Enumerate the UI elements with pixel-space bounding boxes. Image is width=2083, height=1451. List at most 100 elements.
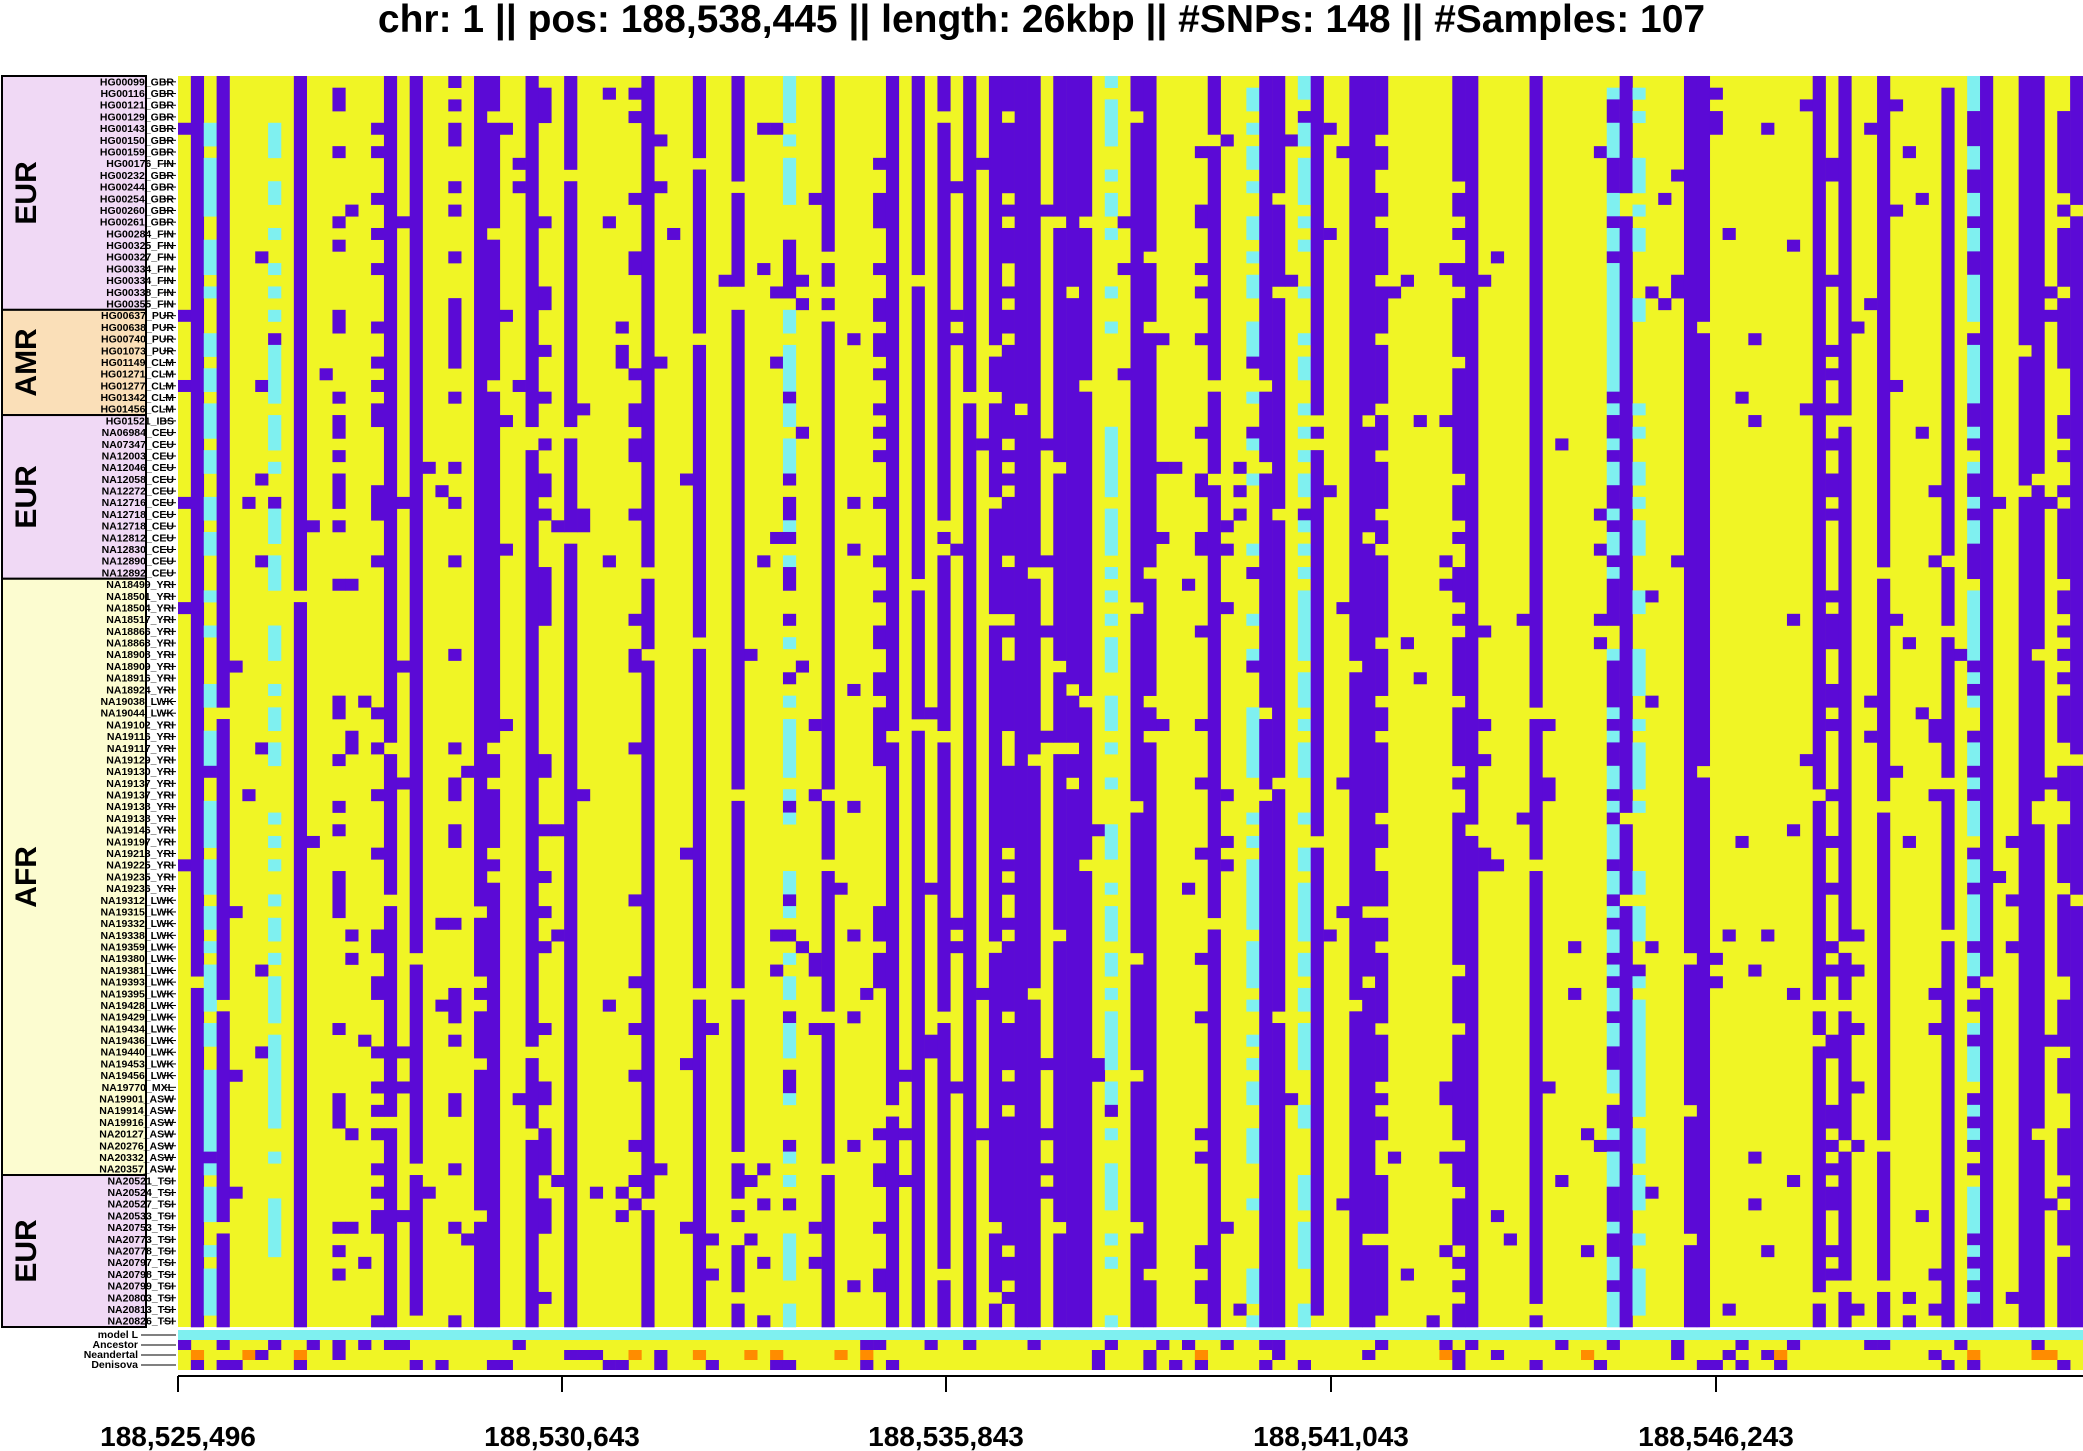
genotype-cell xyxy=(371,403,385,428)
genotype-cell xyxy=(1375,824,1389,848)
genotype-cell xyxy=(1452,368,1466,474)
genotype-cell xyxy=(1452,485,1466,521)
sample-label: NA20798_TSI xyxy=(107,1269,174,1281)
genotype-cell xyxy=(1297,239,1312,252)
genotype-cell xyxy=(499,719,513,732)
genotype-cell xyxy=(242,789,256,802)
genotype-cell xyxy=(628,438,642,463)
genotype-cell xyxy=(1297,1175,1312,1211)
genotype-cell xyxy=(628,508,642,521)
genotype-cell xyxy=(1104,882,1118,895)
reference-cell xyxy=(255,1350,269,1360)
genotype-cell xyxy=(1143,707,1157,732)
genotype-cell xyxy=(371,263,385,276)
genotype-cell xyxy=(1967,496,1981,509)
genotype-cell xyxy=(770,122,784,135)
genotype-cell xyxy=(782,894,797,907)
reference-cell xyxy=(1774,1360,1788,1370)
genotype-cell xyxy=(1284,274,1299,287)
sample-label: NA19428_LWK xyxy=(100,1000,174,1012)
genotype-cell xyxy=(538,567,552,626)
sample-label: NA19380_LWK xyxy=(100,953,174,965)
genotype-cell xyxy=(1001,227,1015,264)
reference-cell xyxy=(1735,1340,1749,1350)
genotype-cell xyxy=(1400,274,1414,287)
genotype-cell xyxy=(1220,789,1234,802)
reference-cell xyxy=(1259,1340,1273,1350)
sample-label: NA19359_LWK xyxy=(100,942,174,954)
genotype-cell xyxy=(1246,835,1260,848)
genotype-cell xyxy=(332,695,346,720)
sample-label: NA20524_TSI xyxy=(107,1187,174,1199)
genotype-cell xyxy=(268,508,282,544)
genotype-cell xyxy=(1967,882,1981,895)
reference-cell xyxy=(1181,1340,1196,1350)
genotype-cell xyxy=(1001,625,1015,638)
genotype-cell xyxy=(371,1046,385,1059)
genotype-cell xyxy=(1658,298,1672,311)
reference-cell xyxy=(1375,1340,1389,1350)
genotype-cell xyxy=(486,239,501,381)
genotype-cell xyxy=(1040,555,1054,568)
genotype-cell xyxy=(1194,625,1209,638)
genotype-cell xyxy=(1104,321,1118,334)
genotype-cell xyxy=(1928,719,1942,743)
genotype-cell xyxy=(1967,1034,1981,1047)
reference-cell xyxy=(332,1340,346,1350)
genotype-cell xyxy=(229,1186,243,1199)
genotype-cell xyxy=(1825,1268,1839,1281)
genotype-cell xyxy=(2057,1128,2071,1176)
sample-label: HG00325_FIN xyxy=(106,240,174,252)
reference-cell xyxy=(1259,1360,1273,1370)
genotype-cell xyxy=(808,952,822,977)
genotype-cell xyxy=(1297,450,1312,463)
genotype-cell xyxy=(2057,672,2071,685)
genotype-cell xyxy=(873,1268,887,1293)
genotype-cell xyxy=(268,122,282,159)
genotype-cell xyxy=(898,1128,912,1141)
genotype-cell xyxy=(589,1186,604,1199)
genotype-cell xyxy=(512,379,526,392)
genotype-cell xyxy=(1606,1104,1620,1129)
genotype-cell xyxy=(396,216,410,229)
genotype-cell xyxy=(486,122,501,229)
genotype-cell xyxy=(1812,1303,1826,1328)
genotype-cell xyxy=(731,192,745,287)
genotype-cell xyxy=(731,1303,745,1328)
genotype-cell xyxy=(1606,1291,1620,1328)
genotype-cell xyxy=(474,917,488,977)
reference-cell xyxy=(654,1360,668,1370)
genotype-cell xyxy=(255,555,269,568)
genotype-cell xyxy=(1104,695,1118,732)
genotype-cell xyxy=(268,625,282,661)
genotype-cell xyxy=(345,204,359,217)
genotype-cell xyxy=(2057,485,2071,498)
genotype-cell xyxy=(371,146,385,159)
genotype-cell xyxy=(255,473,269,486)
genotype-cell xyxy=(1104,777,1118,790)
sample-label: NA19044_LWK xyxy=(100,708,174,720)
genotype-cell xyxy=(1349,76,1363,661)
genotype-cell xyxy=(782,520,797,533)
genotype-cell xyxy=(538,216,552,229)
genotype-cell xyxy=(795,660,810,673)
genotype-cell xyxy=(1619,76,1633,194)
genotype-cell xyxy=(1902,146,1916,159)
genotype-cell xyxy=(1452,1256,1466,1269)
genotype-cell xyxy=(268,181,282,205)
genotype-cell xyxy=(1066,789,1080,1328)
genotype-cell xyxy=(782,1069,797,1094)
genotype-cell xyxy=(1864,695,1878,708)
sample-label: NA19102_YRI xyxy=(106,719,174,731)
genotype-cell xyxy=(538,508,552,521)
genotype-cell xyxy=(628,192,642,205)
genotype-cell xyxy=(1992,496,2007,509)
genotype-cell xyxy=(1259,473,1273,708)
genotype-cell xyxy=(1220,835,1234,848)
genotype-cell xyxy=(937,555,951,732)
genotype-cell xyxy=(873,590,887,603)
genotype-cell xyxy=(2044,1034,2058,1047)
genotype-cell xyxy=(615,1186,629,1199)
genotype-cell xyxy=(396,1046,410,1059)
